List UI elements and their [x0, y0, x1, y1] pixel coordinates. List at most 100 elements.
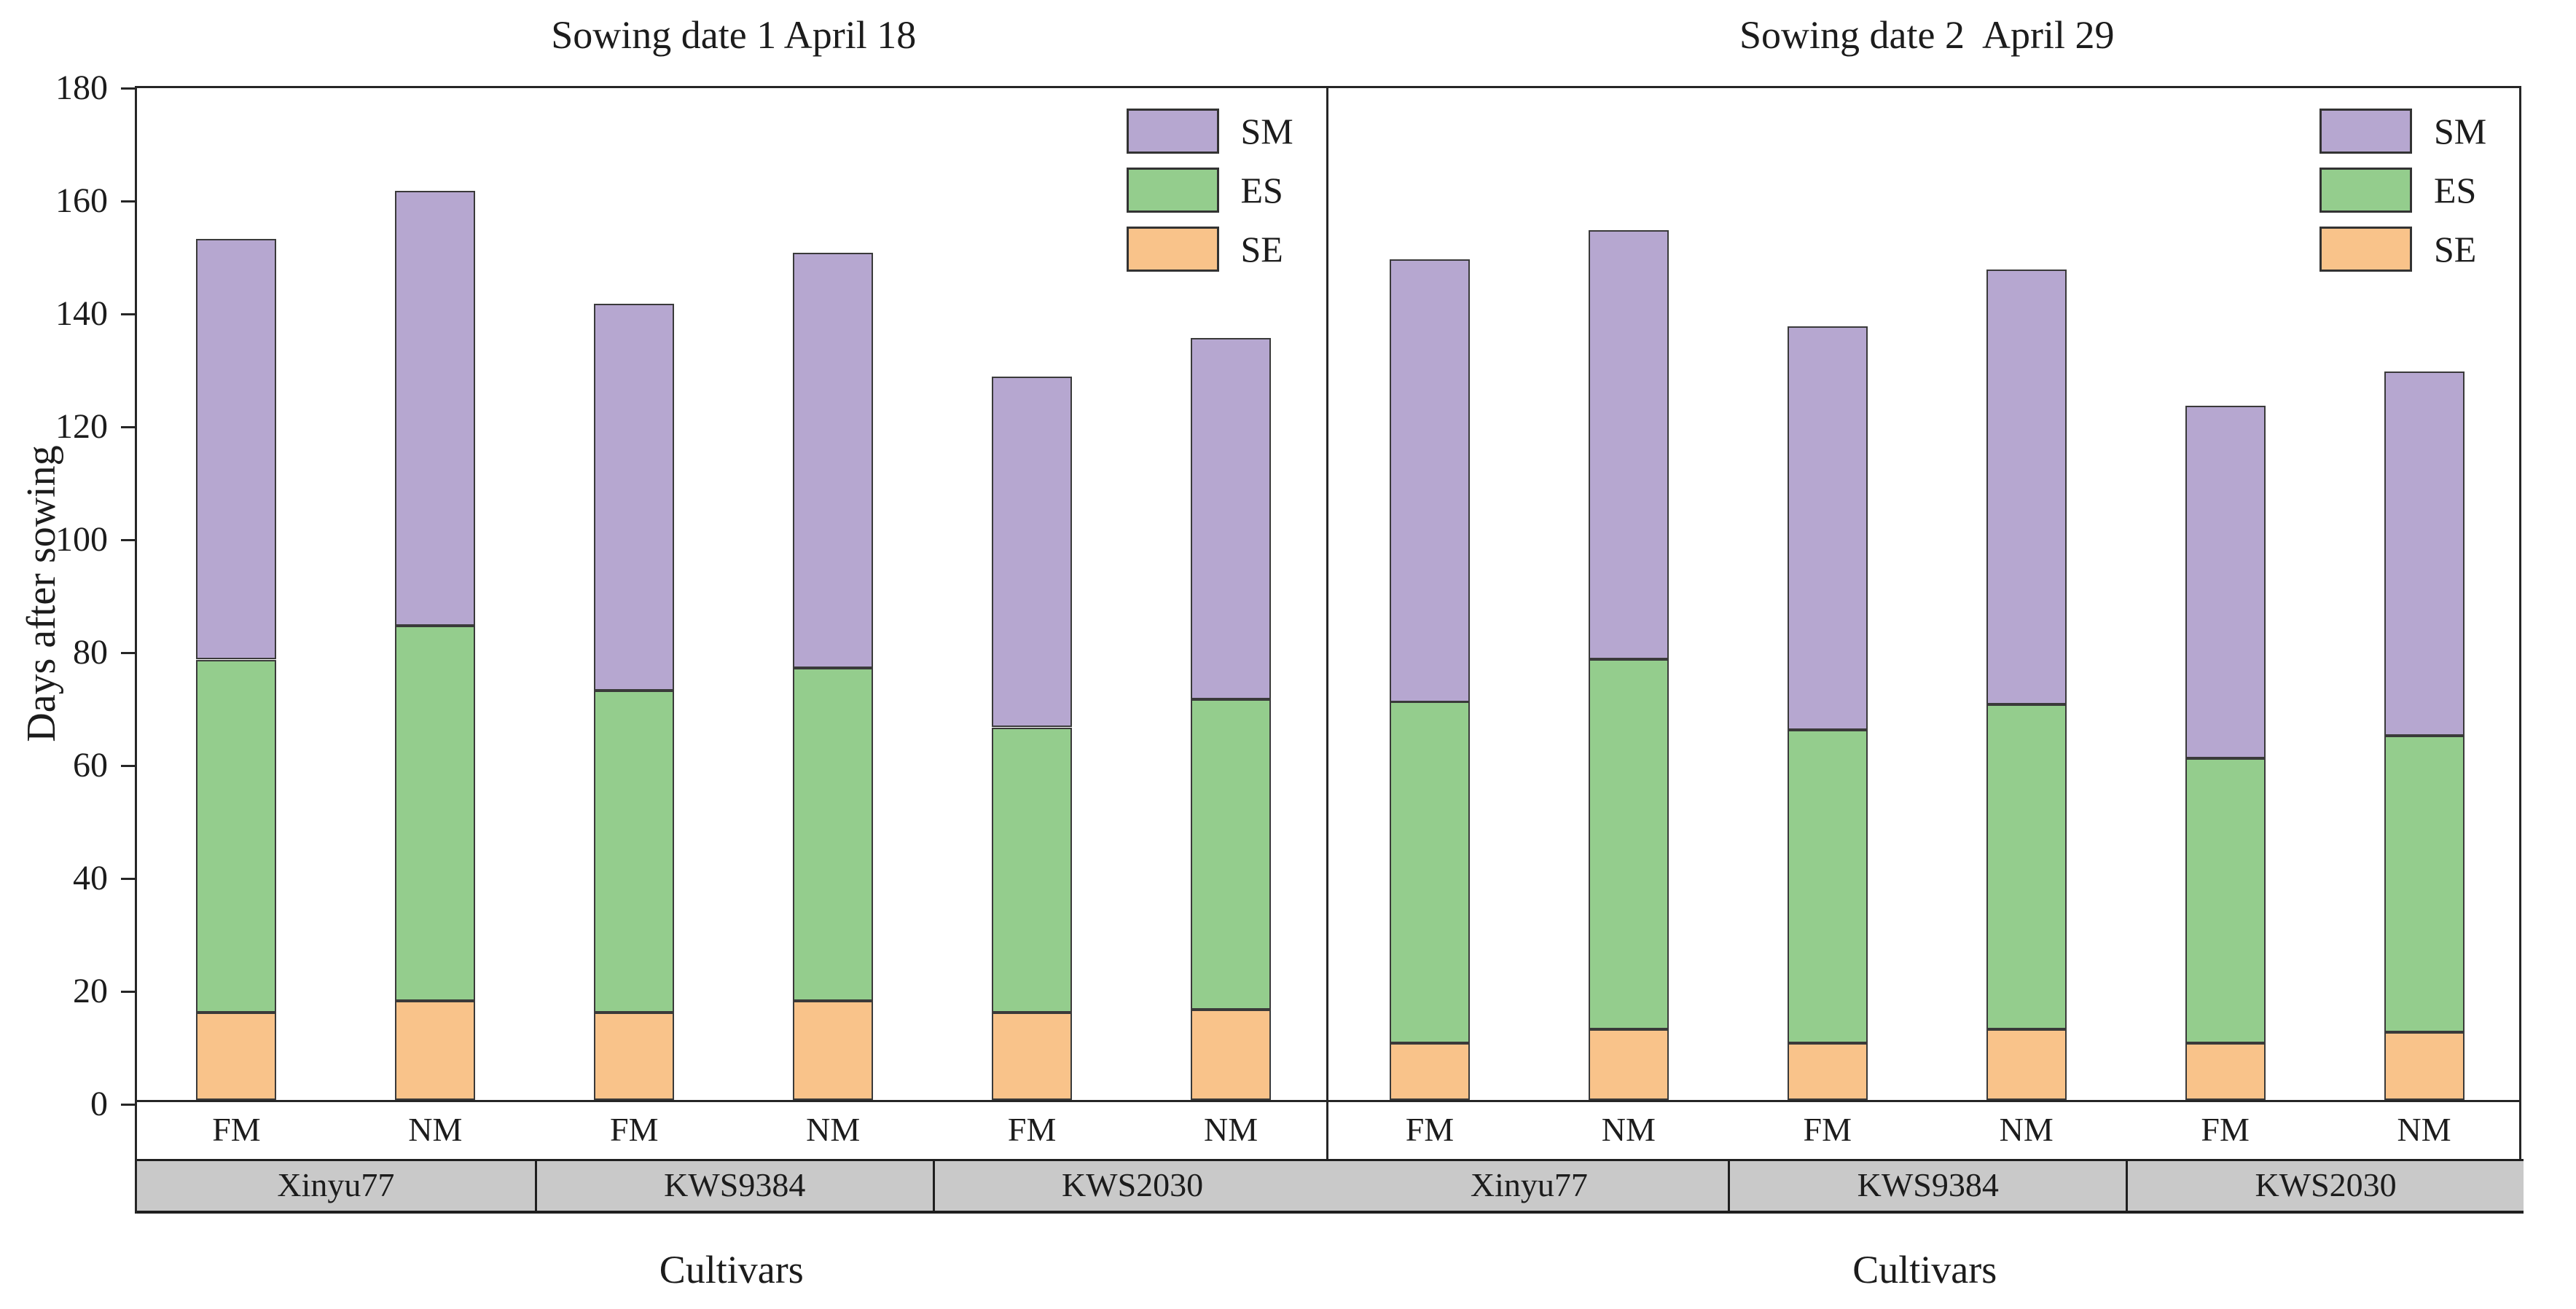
cultivar-cell-KWS2030: KWS2030: [932, 1161, 1331, 1211]
legend-label-SE: SE: [1240, 229, 1283, 270]
segment-SM-Xinyu77-NM: [395, 191, 476, 626]
bar-Xinyu77-NM: [395, 191, 476, 1100]
cultivar-cell-Xinyu77: Xinyu77: [1470, 1166, 1588, 1203]
bar-Xinyu77-NM: [1588, 230, 1669, 1100]
segment-SM-KWS9384-FM: [594, 304, 675, 691]
segment-SE-KWS2030-NM: [2384, 1032, 2465, 1100]
treatment-label-FM: FM: [1405, 1111, 1455, 1148]
segment-SE-KWS2030-FM: [992, 1013, 1073, 1100]
bar-KWS9384-FM: [1787, 326, 1868, 1100]
panel-divider-line: [1326, 86, 1328, 1214]
segment-SE-Xinyu77-NM: [395, 1001, 476, 1100]
bar-KWS2030-FM: [992, 377, 1073, 1100]
panel-2-title: Sowing date 2 April 29: [1739, 13, 2115, 57]
treatment-label-FM: FM: [212, 1111, 261, 1148]
y-tick-mark: [121, 764, 137, 767]
segment-SE-KWS9384-NM: [1986, 1029, 2067, 1100]
band-half-1: FM NM FM NM FM NM Xinyu77 KWS9384 KWS2030: [137, 1102, 1331, 1214]
segment-SM-KWS2030-NM: [2384, 372, 2465, 736]
y-tick-mark: [121, 538, 137, 541]
bar-KWS9384-FM: [594, 304, 675, 1100]
panel-1-title: Sowing date 1 April 18: [551, 13, 917, 57]
legend-label-SE: SE: [2434, 229, 2477, 270]
treatment-label-FM: FM: [2201, 1111, 2250, 1148]
segment-SE-KWS2030-FM: [2185, 1043, 2266, 1100]
bar-Xinyu77-FM: [196, 239, 277, 1100]
bar-KWS2030-FM: [2185, 406, 2266, 1100]
y-tick-mark: [121, 1103, 137, 1106]
treatment-label-NM: NM: [806, 1111, 861, 1148]
y-tick-label: 180: [55, 68, 108, 107]
cultivar-band-1: Xinyu77 KWS9384 KWS2030: [137, 1159, 1331, 1214]
band-half-2: FM NM FM NM FM NM Xinyu77 KWS9384 KWS2030: [1330, 1102, 2524, 1214]
y-tick-label: 140: [55, 294, 108, 333]
legend-swatch-SE: [2319, 227, 2412, 272]
legend-label-SM: SM: [2434, 111, 2487, 152]
segment-ES-Xinyu77-FM: [196, 660, 277, 1013]
segment-SM-KWS2030-NM: [1191, 338, 1272, 699]
y-tick-label: 100: [55, 520, 108, 559]
x-axis-title-panel-2: Cultivars: [1852, 1248, 1997, 1292]
y-tick-mark: [121, 990, 137, 993]
y-tick-mark: [121, 312, 137, 315]
segment-SM-KWS2030-FM: [992, 377, 1073, 727]
y-tick-label: 0: [90, 1085, 108, 1123]
bar-KWS2030-NM: [2384, 372, 2465, 1100]
segment-ES-KWS9384-NM: [793, 668, 874, 1001]
y-tick-mark: [121, 87, 137, 90]
treatment-label-NM: NM: [2397, 1111, 2451, 1148]
segment-ES-Xinyu77-FM: [1389, 701, 1470, 1043]
y-tick-label: 20: [73, 972, 108, 1010]
y-tick-mark: [121, 200, 137, 203]
treatment-label-FM: FM: [1803, 1111, 1852, 1148]
segment-SM-Xinyu77-FM: [196, 239, 277, 659]
legend-swatch-ES: [2319, 168, 2412, 213]
y-axis-title: Days after sowing: [19, 445, 64, 742]
x-axis-band: FM NM FM NM FM NM Xinyu77 KWS9384 KWS2030 FM NM FM N…: [135, 1102, 2524, 1214]
treatment-label-FM: FM: [1007, 1111, 1057, 1148]
segment-SM-KWS9384-NM: [1986, 270, 2067, 704]
treatment-label-NM: NM: [408, 1111, 463, 1148]
y-tick-label: 160: [55, 181, 108, 220]
treatment-label-NM: NM: [1999, 1111, 2054, 1148]
segment-ES-KWS2030-FM: [2185, 758, 2266, 1043]
legend-label-ES: ES: [1240, 170, 1283, 211]
segment-SM-KWS9384-FM: [1787, 326, 1868, 730]
segment-ES-KWS9384-FM: [1787, 730, 1868, 1043]
panel-2: Sowing date 2 April 29 SM ES SE: [1331, 13, 2524, 1100]
segment-SE-KWS9384-NM: [793, 1001, 874, 1100]
cultivar-band-2: Xinyu77 KWS9384 KWS2030: [1330, 1159, 2524, 1214]
legend-swatch-SM: [1126, 109, 1219, 154]
legend-swatch-ES: [1126, 168, 1219, 213]
segment-SE-KWS2030-NM: [1191, 1010, 1272, 1100]
legend-swatch-SE: [1126, 227, 1219, 272]
segment-ES-KWS2030-NM: [1191, 699, 1272, 1010]
cultivar-cell-Xinyu77: Xinyu77: [277, 1166, 395, 1203]
segment-ES-KWS9384-FM: [594, 691, 675, 1013]
legend-label-ES: ES: [2434, 170, 2477, 211]
treatment-row-1: FM NM FM NM FM NM: [137, 1102, 1331, 1159]
segment-ES-KWS2030-FM: [992, 728, 1073, 1013]
segment-SE-Xinyu77-NM: [1588, 1029, 1669, 1100]
bar-Xinyu77-FM: [1389, 259, 1470, 1100]
bar-KWS9384-NM: [793, 253, 874, 1100]
cultivar-cell-KWS2030: KWS2030: [2126, 1161, 2524, 1211]
segment-SE-Xinyu77-FM: [196, 1013, 277, 1100]
cultivar-cell-KWS9384: KWS9384: [534, 1161, 933, 1211]
segment-ES-KWS9384-NM: [1986, 704, 2067, 1029]
y-tick-mark: [121, 425, 137, 428]
bar-KWS9384-NM: [1986, 270, 2067, 1100]
y-tick-label: 80: [73, 633, 108, 672]
legend-label-SM: SM: [1240, 111, 1293, 152]
cultivar-cell-KWS9384: KWS9384: [1728, 1161, 2126, 1211]
treatment-label-NM: NM: [1203, 1111, 1258, 1148]
segment-SE-Xinyu77-FM: [1389, 1043, 1470, 1100]
segment-SE-KWS9384-FM: [1787, 1043, 1868, 1100]
segment-SM-KWS9384-NM: [793, 253, 874, 668]
y-tick-label: 40: [73, 859, 108, 897]
y-tick-label: 120: [55, 407, 108, 446]
plot-area: 0 20 40 60 80 100 120 140 160 180 Sowing date 1 Ap…: [55, 13, 2524, 1123]
bar-KWS2030-NM: [1191, 338, 1272, 1100]
legend-swatch-SM: [2319, 109, 2412, 154]
